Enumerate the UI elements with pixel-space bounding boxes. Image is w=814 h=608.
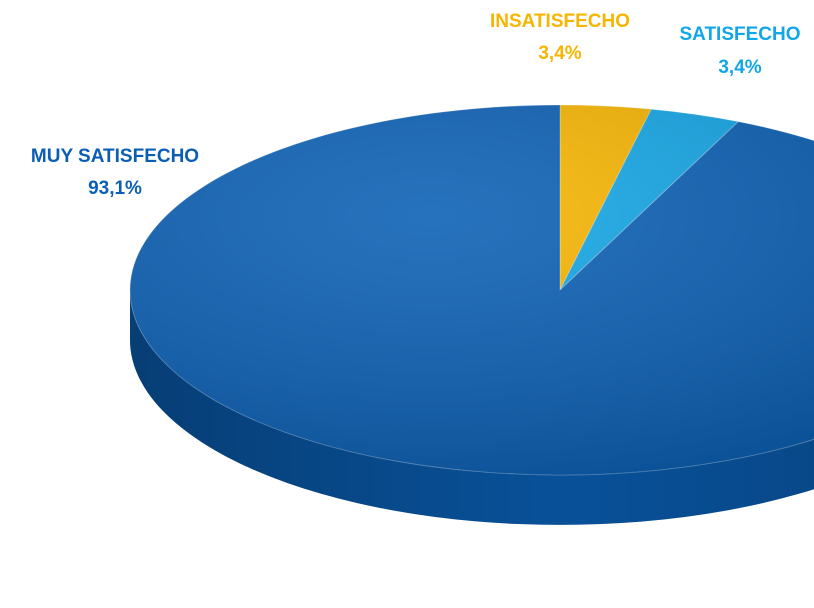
labels: INSATISFECHO 3,4% SATISFECHO 3,4% MUY SATISF… xyxy=(31,11,801,199)
shine xyxy=(130,105,814,475)
value-label: 3,4% xyxy=(538,43,581,64)
category-label: SATISFECHO xyxy=(679,24,800,45)
value-label: 93,1% xyxy=(88,178,142,199)
value-label: 3,4% xyxy=(718,57,761,78)
pie xyxy=(129,104,814,525)
category-label: MUY SATISFECHO xyxy=(31,146,199,167)
category-label: INSATISFECHO xyxy=(490,11,630,32)
side-shade xyxy=(130,290,814,525)
